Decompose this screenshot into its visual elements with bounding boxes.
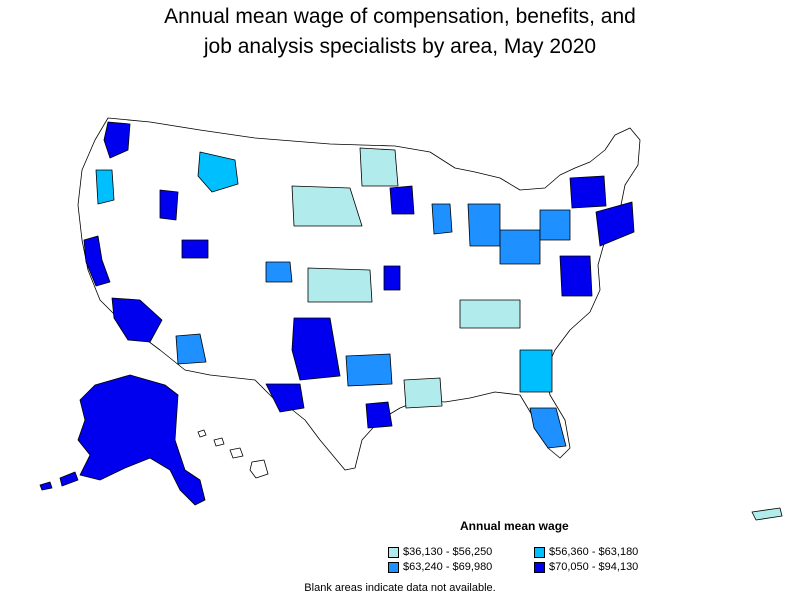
- area-northeast-corridor: [595, 201, 635, 247]
- area-illinois: [431, 203, 453, 235]
- area-california-south: [111, 297, 163, 343]
- legend-label-4: $70,050 - $94,130: [549, 561, 639, 573]
- legend-swatch-2: [534, 546, 545, 558]
- area-utah-north: [181, 239, 209, 259]
- area-texas-dfw: [291, 317, 341, 381]
- legend-label-3: $63,240 - $69,980: [403, 561, 493, 573]
- legend-title: Annual mean wage: [460, 519, 569, 533]
- area-kentucky: [459, 299, 521, 329]
- map-title: Annual mean wage of compensation, benefi…: [0, 2, 800, 62]
- area-arizona: [175, 333, 207, 365]
- legend-swatch-3: [388, 561, 399, 573]
- legend-label-1: $36,130 - $56,250: [403, 546, 493, 558]
- area-georgia: [519, 349, 553, 393]
- area-new-york: [569, 175, 607, 209]
- area-nevada-east: [159, 189, 179, 221]
- area-california-bay: [83, 235, 111, 287]
- alaska-islands: [39, 471, 79, 491]
- area-virginia-dc: [559, 255, 593, 297]
- area-minnesota-metro: [389, 185, 415, 215]
- alaska-region: [77, 374, 206, 506]
- legend-item-range-1: $36,130 - $56,250: [388, 546, 492, 558]
- area-north-dakota: [359, 147, 399, 187]
- area-kansas: [307, 267, 373, 303]
- map-title-line-2: job analysis specialists by area, May 20…: [203, 35, 597, 58]
- area-colorado: [265, 261, 293, 283]
- area-pennsylvania: [539, 209, 571, 241]
- area-michigan: [467, 203, 501, 247]
- area-florida: [529, 407, 567, 449]
- area-texas-west: [265, 383, 305, 413]
- legend-label-2: $56,360 - $63,180: [549, 546, 639, 558]
- map-regions: [39, 117, 783, 521]
- area-oregon-west: [95, 169, 115, 205]
- map-title-line-1: Annual mean wage of compensation, benefi…: [164, 5, 636, 28]
- legend-item-range-4: $70,050 - $94,130: [534, 561, 638, 573]
- footnote: Blank areas indicate data not available.: [304, 582, 496, 594]
- area-south-dakota: [291, 185, 363, 227]
- area-missouri: [383, 265, 401, 291]
- legend-item-range-3: $63,240 - $69,980: [388, 561, 492, 573]
- area-washington-west: [103, 121, 131, 159]
- area-louisiana: [403, 377, 443, 409]
- hawaii-islands: [197, 429, 269, 479]
- legend-item-range-2: $56,360 - $63,180: [534, 546, 638, 558]
- area-ohio: [499, 229, 541, 265]
- legend-swatch-4: [534, 561, 545, 573]
- legend-swatch-1: [388, 546, 399, 558]
- puerto-rico: [751, 507, 783, 521]
- area-texas-houston: [365, 401, 393, 429]
- area-oklahoma: [345, 353, 393, 387]
- area-idaho-south: [197, 151, 239, 193]
